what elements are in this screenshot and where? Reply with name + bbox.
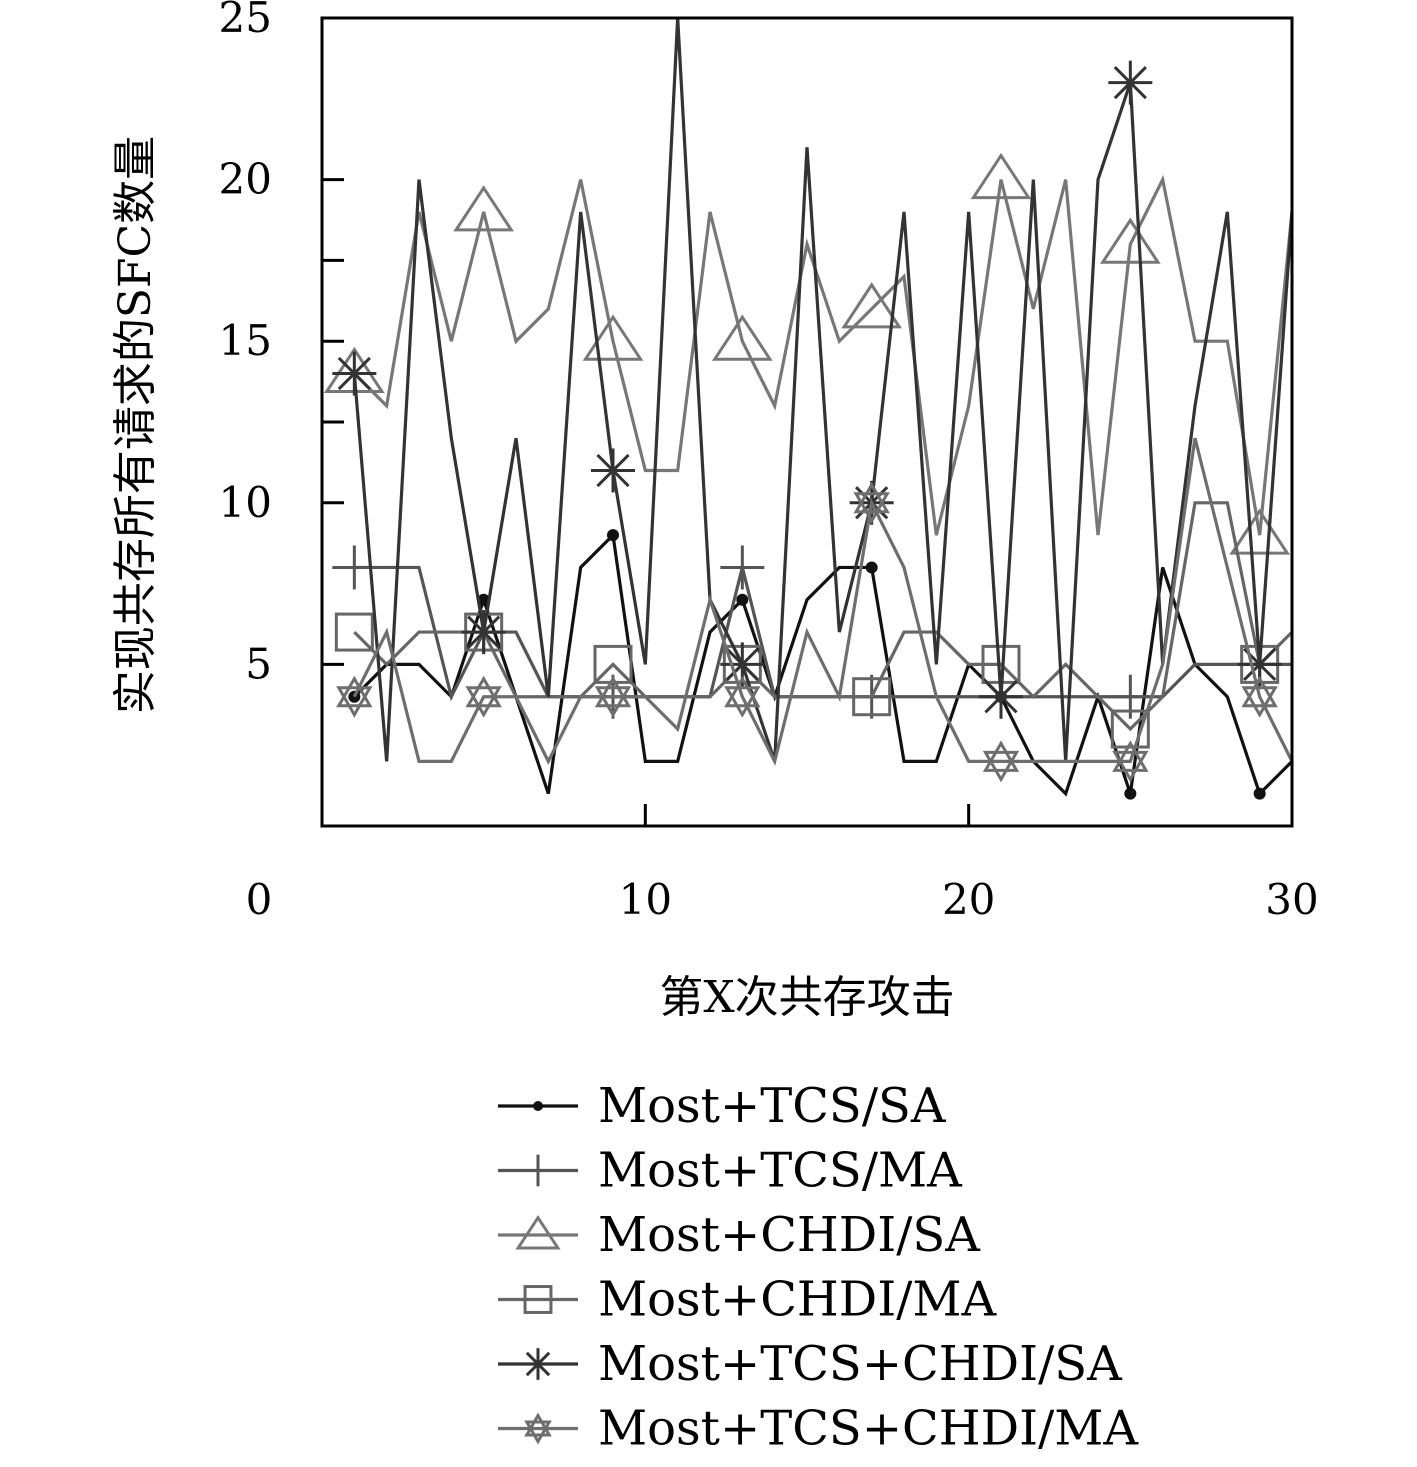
legend-item: Most+TCS+CHDI/SA bbox=[498, 1336, 1123, 1392]
legend-label: Most+CHDI/MA bbox=[598, 1272, 998, 1328]
y-tick-label: 10 bbox=[219, 478, 272, 527]
series-1 bbox=[348, 529, 1294, 800]
data-point-marker bbox=[477, 593, 490, 606]
data-point-marker bbox=[852, 677, 892, 717]
legend-marker bbox=[524, 1412, 552, 1445]
legend-label: Most+TCS/MA bbox=[598, 1143, 963, 1199]
data-point-marker bbox=[465, 675, 502, 718]
data-point-marker bbox=[1253, 787, 1266, 800]
legend-item: Most+CHDI/SA bbox=[498, 1207, 981, 1263]
legend-marker bbox=[533, 1101, 543, 1111]
series-3 bbox=[323, 152, 1294, 555]
legend-marker bbox=[515, 1214, 561, 1250]
data-point-marker bbox=[607, 529, 619, 542]
legend: Most+TCS/SA Most+TCS/MA Most+CHDI/SA Most+C… bbox=[498, 1078, 1139, 1457]
x-tick-label: 20 bbox=[942, 875, 995, 924]
x-tick-label: 30 bbox=[1265, 875, 1318, 924]
data-point-marker bbox=[1108, 60, 1153, 105]
data-point-marker bbox=[970, 152, 1032, 200]
legend-marker bbox=[522, 1348, 554, 1380]
data-point-marker bbox=[336, 675, 373, 718]
legend-marker bbox=[523, 1285, 553, 1314]
y-axis-label: 实现共存所有请求的SFC数量 bbox=[110, 136, 161, 714]
series-line-3 bbox=[353, 174, 1294, 536]
data-point-marker bbox=[711, 314, 773, 361]
x-tick-label: 10 bbox=[619, 875, 672, 924]
data-point-marker bbox=[461, 610, 506, 655]
data-point-marker bbox=[591, 448, 635, 493]
data-point-marker bbox=[1241, 675, 1278, 718]
data-point-marker bbox=[841, 282, 903, 329]
data-point-marker bbox=[724, 675, 761, 718]
data-point-marker bbox=[979, 674, 1023, 719]
series-line-1 bbox=[353, 531, 1294, 797]
series-line-4 bbox=[353, 501, 1294, 732]
series-layer bbox=[323, 17, 1294, 800]
data-point-marker bbox=[1124, 787, 1137, 800]
legend-item: Most+TCS/MA bbox=[498, 1143, 963, 1199]
legend-label: Most+CHDI/SA bbox=[598, 1207, 981, 1263]
data-point-marker bbox=[1112, 740, 1149, 783]
data-point-marker bbox=[334, 612, 374, 652]
data-point-marker bbox=[1229, 508, 1291, 555]
data-point-marker bbox=[594, 675, 632, 718]
legend-item: Most+TCS/SA bbox=[498, 1078, 947, 1134]
legend-label: Most+TCS+CHDI/MA bbox=[598, 1401, 1139, 1457]
legend-marker bbox=[522, 1154, 554, 1187]
series-6 bbox=[336, 437, 1294, 783]
y-tick-label: 20 bbox=[219, 155, 272, 204]
ticks-layer: 5 10 15 20 25 0 10 20 30 bbox=[219, 0, 1319, 924]
y-tick-label: 15 bbox=[219, 316, 272, 365]
x-tick-label: 0 bbox=[246, 875, 273, 924]
data-point-marker bbox=[865, 561, 878, 574]
data-point-marker bbox=[593, 644, 633, 684]
legend-item: Most+TCS+CHDI/MA bbox=[498, 1401, 1139, 1457]
legend-item: Most+CHDI/MA bbox=[498, 1272, 998, 1328]
series-line-6 bbox=[352, 437, 1294, 766]
series-line-5 bbox=[352, 17, 1294, 762]
data-point-marker bbox=[736, 593, 749, 606]
x-axis-label: 第X次共存攻击 bbox=[659, 972, 954, 1023]
legend-label: Most+TCS+CHDI/SA bbox=[598, 1336, 1123, 1392]
data-point-marker bbox=[982, 740, 1020, 783]
y-tick-label: 5 bbox=[245, 639, 272, 688]
data-point-marker bbox=[453, 185, 515, 232]
data-point-marker bbox=[582, 314, 644, 361]
y-tick-label: 25 bbox=[219, 0, 272, 42]
data-point-marker bbox=[1110, 709, 1150, 749]
data-point-marker bbox=[720, 545, 765, 590]
data-point-marker bbox=[332, 351, 377, 396]
legend-label: Most+TCS/SA bbox=[598, 1078, 947, 1134]
data-point-marker bbox=[853, 481, 890, 524]
data-point-marker bbox=[1099, 217, 1161, 264]
